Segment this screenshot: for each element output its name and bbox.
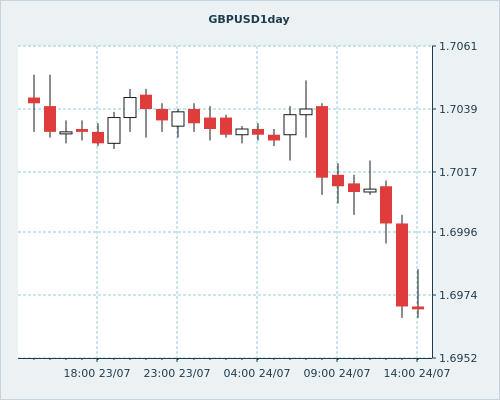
candle — [363, 160, 377, 195]
y-tick-label: 1.6952 — [439, 352, 478, 365]
candle — [299, 80, 313, 138]
candle-body-down — [412, 306, 424, 310]
axes: 1.7061 1.7039 1.7017 1.6996 1.6974 1.6952 18:0… — [18, 40, 478, 380]
candle-body-down — [28, 97, 40, 104]
candle — [235, 126, 249, 144]
candle-body-down — [188, 108, 200, 124]
candle-body-down — [44, 106, 56, 132]
candle — [268, 129, 280, 147]
y-tick-label: 1.6974 — [439, 289, 478, 302]
candle-body-up — [171, 111, 185, 127]
candle — [140, 88, 152, 138]
candle-body-up — [299, 108, 313, 116]
candle-body-down — [332, 174, 344, 187]
plot-area — [18, 46, 432, 358]
candle-body-up — [123, 97, 137, 119]
candle-body-down — [92, 131, 104, 144]
y-tick-label: 1.7039 — [439, 103, 478, 116]
candle-body-down — [220, 117, 232, 135]
y-tick-label: 1.7061 — [439, 40, 478, 53]
grid-lines — [18, 45, 432, 359]
candle-body-down — [156, 108, 168, 121]
candle-body-up — [235, 128, 249, 136]
y-tick-label: 1.7017 — [439, 166, 478, 179]
x-tick-label: 14:00 24/07 — [384, 367, 451, 380]
candle — [123, 88, 137, 132]
candle — [28, 74, 40, 132]
candle — [316, 103, 328, 195]
x-tick-label: 18:00 23/07 — [64, 367, 131, 380]
candle-body-down — [268, 134, 280, 141]
candle — [348, 174, 360, 215]
candle-body-up — [107, 117, 121, 144]
x-tick-label: 23:00 23/07 — [144, 367, 211, 380]
candle-body-up — [283, 114, 297, 136]
candle — [204, 106, 216, 141]
candle-body-down — [396, 223, 408, 307]
candle-body-up — [363, 188, 377, 193]
candle — [188, 103, 200, 132]
candle — [59, 120, 73, 144]
candle — [252, 123, 264, 141]
candle-body-down — [76, 129, 88, 132]
chart-title: GBPUSD1day — [208, 13, 289, 26]
candle-body-down — [348, 183, 360, 192]
candle — [107, 111, 121, 150]
candle — [380, 180, 392, 244]
candle — [76, 120, 88, 141]
candles — [28, 74, 424, 318]
candle-body-down — [380, 186, 392, 224]
candle — [332, 163, 344, 204]
candle — [283, 106, 297, 161]
candle-body-down — [316, 106, 328, 178]
y-tick-label: 1.6996 — [439, 226, 478, 239]
candle — [92, 123, 104, 147]
candle — [396, 214, 408, 318]
candle-body-down — [252, 129, 264, 135]
candle — [412, 269, 424, 318]
x-tick-label: 09:00 24/07 — [304, 367, 371, 380]
candle — [44, 74, 56, 138]
x-tick-label: 04:00 24/07 — [224, 367, 291, 380]
candle-body-down — [204, 117, 216, 130]
candle-body-down — [140, 94, 152, 109]
candle — [156, 103, 168, 132]
candle-body-up — [59, 131, 73, 135]
candle — [171, 108, 185, 138]
candle — [220, 114, 232, 138]
